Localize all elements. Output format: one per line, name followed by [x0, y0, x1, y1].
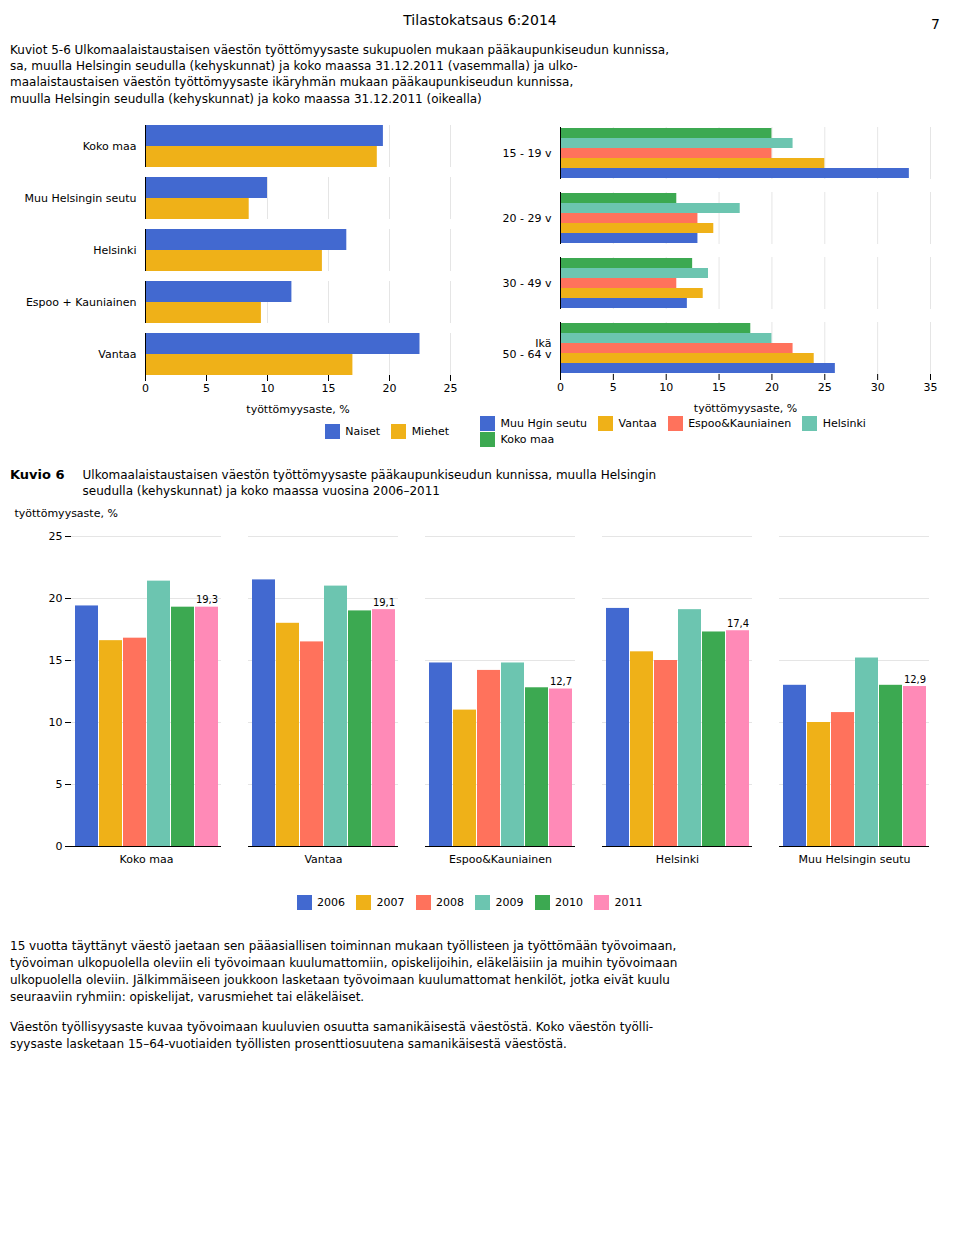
html-text:7: 7 — [931, 16, 940, 32]
html-text:Koko maa: Koko maa — [500, 433, 555, 446]
html-text:Ulkomaalaistaustaisen väestön: Ulkomaalaistaustaisen väestön työttömyys… — [82, 468, 657, 499]
svg-text:25: 25 — [444, 382, 458, 395]
html-text:seuraaviin ryhmiin: opiskelija: seuraaviin ryhmiin: opiskelijat, varusmi… — [10, 989, 365, 1004]
svg-text:15: 15 — [322, 382, 336, 395]
svg-text:Espoo + Kauniainen: Espoo + Kauniainen — [26, 296, 137, 309]
html-text:2010: 2010 — [555, 895, 583, 909]
svg-text:20: 20 — [49, 592, 63, 605]
svg-text:Helsinki: Helsinki — [93, 244, 136, 257]
svg-text:12,9: 12,9 — [904, 673, 926, 684]
html-text:Naiset: Naiset — [345, 424, 381, 438]
html-text:ulkopuolella oleviin. Jälkimmä: ulkopuolella oleviin. Jälkimmäiseen jouk… — [10, 972, 670, 987]
svg-text:Muu Helsingin seutu: Muu Helsingin seutu — [24, 192, 136, 205]
svg-text:10: 10 — [659, 381, 673, 394]
svg-text:17,4: 17,4 — [727, 617, 749, 628]
html-text:2008: 2008 — [436, 895, 464, 909]
svg-text:0: 0 — [142, 382, 149, 395]
svg-text:0: 0 — [557, 381, 564, 394]
svg-text:Vantaa: Vantaa — [98, 348, 136, 361]
svg-text:12,7: 12,7 — [550, 676, 572, 687]
svg-text:10: 10 — [49, 716, 63, 729]
html-text:Miehet: Miehet — [411, 424, 449, 438]
svg-text:5: 5 — [203, 382, 210, 395]
svg-text:5: 5 — [56, 778, 63, 791]
html-text:2011: 2011 — [614, 895, 643, 909]
svg-text:25: 25 — [818, 381, 832, 394]
html-text:Vantaa: Vantaa — [618, 416, 657, 430]
svg-text:10: 10 — [261, 382, 275, 395]
svg-text:Helsinki: Helsinki — [656, 853, 699, 866]
svg-text:Espoo&Kauniainen: Espoo&Kauniainen — [449, 853, 552, 866]
html-text:Helsinki: Helsinki — [822, 416, 866, 430]
html-text:Muu Hgin seutu: Muu Hgin seutu — [500, 416, 587, 430]
svg-text:Muu Helsingin seutu: Muu Helsingin seutu — [798, 853, 910, 866]
html-text:Tilastokatsaus 6:2014: Tilastokatsaus 6:2014 — [403, 12, 557, 28]
html-text:15 vuotta täyttänyt väestö jae: 15 vuotta täyttänyt väestö jaetaan sen p… — [10, 939, 677, 954]
svg-text:19,3: 19,3 — [196, 594, 218, 605]
svg-text:20: 20 — [383, 382, 397, 395]
svg-text:Vantaa: Vantaa — [304, 853, 342, 866]
html-text:Kuvio 6: Kuvio 6 — [10, 467, 65, 483]
svg-text:19,1: 19,1 — [373, 596, 395, 607]
svg-text:30 - 49 v: 30 - 49 v — [503, 277, 552, 290]
svg-text:20: 20 — [765, 381, 779, 394]
html-text:2009: 2009 — [495, 895, 524, 909]
svg-text:työttömyysaste, %: työttömyysaste, % — [246, 402, 349, 415]
svg-text:20 - 29 v: 20 - 29 v — [503, 212, 552, 225]
html-text:syysaste lasketaan 15–64-vuoti: syysaste lasketaan 15–64-vuotiaiden työl… — [10, 1037, 567, 1052]
html-text:Espoo&Kauniainen: Espoo&Kauniainen — [688, 416, 792, 430]
html-text:Kuviot 5-6 Ulkomaalaistaustais: Kuviot 5-6 Ulkomaalaistaustaisen väestön… — [10, 43, 669, 106]
svg-text:15 - 19 v: 15 - 19 v — [503, 147, 552, 160]
svg-text:Koko maa: Koko maa — [83, 140, 137, 153]
html-text:2006: 2006 — [317, 895, 345, 909]
html-text:Väestön työllisyysaste kuvaa t: Väestön työllisyysaste kuvaa työvoimaan … — [10, 1020, 654, 1035]
svg-text:työttömyysaste, %: työttömyysaste, % — [15, 507, 118, 520]
svg-text:15: 15 — [712, 381, 726, 394]
svg-text:Koko maa: Koko maa — [120, 853, 174, 866]
svg-text:0: 0 — [56, 840, 63, 853]
svg-text:25: 25 — [49, 530, 63, 543]
svg-text:15: 15 — [49, 654, 63, 667]
svg-text:5: 5 — [610, 381, 617, 394]
svg-text:Ikä50 - 64 v: Ikä50 - 64 v — [503, 336, 552, 360]
svg-text:35: 35 — [924, 381, 938, 394]
html-text:2007: 2007 — [376, 895, 405, 909]
svg-text:30: 30 — [871, 381, 885, 394]
svg-text:työttömyysaste, %: työttömyysaste, % — [694, 401, 797, 414]
html-text:työvoiman ulkopuolella oleviin: työvoiman ulkopuolella oleviin eli työvo… — [10, 955, 678, 970]
